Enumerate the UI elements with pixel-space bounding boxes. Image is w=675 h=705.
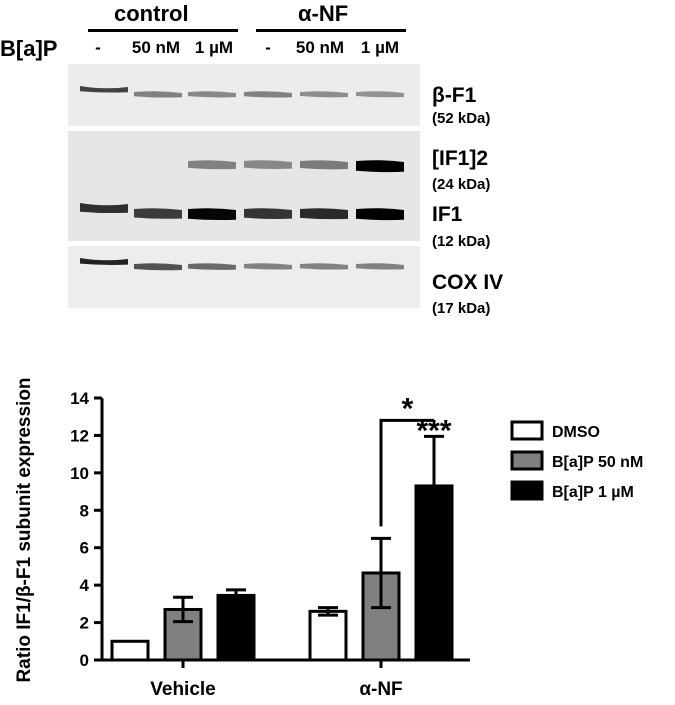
- beta-f1-band-lane-3: [188, 91, 236, 98]
- chart-legend: DMSO B[a]P 50 nM B[a]P 1 µM: [510, 420, 643, 501]
- blot-panel-if1: [68, 131, 420, 241]
- y-axis-label: Ratio IF1/β-F1 subunit expression: [14, 377, 35, 682]
- legend-swatch-0: [510, 420, 544, 441]
- beta-f1-band-lane-6: [356, 91, 404, 98]
- lane-label-5: 50 nM: [295, 38, 345, 57]
- lane-label-4: -: [265, 38, 271, 57]
- beta-f1-band-lane-4: [244, 91, 292, 98]
- beta-f1-band-lane-2: [134, 91, 182, 98]
- y-tick-label: 10: [70, 464, 89, 483]
- y-tick-label: 0: [80, 651, 89, 670]
- group-line-anf: [256, 29, 406, 32]
- beta-f1-band-lane-5: [300, 91, 348, 98]
- legend-swatch-1: [510, 450, 544, 471]
- band-label-if1-dimer: [IF1]2: [432, 147, 489, 170]
- if1-dimer-band-lane-5: [300, 160, 348, 170]
- y-tick-label: 6: [80, 539, 89, 558]
- legend-label-2: B[a]P 1 µM: [552, 484, 634, 501]
- x-tick-label-1: α-NF: [359, 679, 402, 700]
- band-label-if1: IF1: [432, 203, 463, 226]
- bar-chart: Ratio IF1/β-F1 subunit expression 0 2 4 6 8 1…: [14, 377, 643, 700]
- cox-iv-band-lane-5: [300, 263, 348, 270]
- lane-label-1: -: [95, 38, 101, 57]
- group-label-control: control: [114, 1, 189, 26]
- if1-dimer-band-lane-6: [356, 160, 404, 173]
- band-size-cox-iv: (17 kDa): [432, 300, 491, 317]
- significance-annotations: ****: [379, 392, 452, 527]
- bar-1-0: [163, 607, 203, 662]
- significance-star-comparison: *: [402, 392, 414, 425]
- y-tick-label: 14: [70, 389, 89, 408]
- if1-dimer-band-lane-4: [244, 160, 292, 170]
- group-label-anf: α-NF: [298, 1, 349, 26]
- y-axis: 0 2 4 6 8 10 12 14: [70, 389, 104, 670]
- beta-f1-band-lane-1: [80, 86, 128, 93]
- cox-iv-band-lane-4: [244, 263, 292, 270]
- legend-label-0: DMSO: [552, 424, 600, 441]
- if1-band-lane-5: [300, 208, 348, 220]
- cox-iv-band-lane-6: [356, 263, 404, 270]
- significance-bracket: [379, 418, 434, 527]
- if1-band-lane-4: [244, 208, 292, 219]
- if1-band-lane-2: [134, 208, 182, 219]
- significance-stars-1um: ***: [416, 414, 451, 447]
- x-tick-label-0: Vehicle: [150, 679, 216, 700]
- if1-band-lane-6: [356, 208, 404, 221]
- bar-2-0: [216, 593, 256, 662]
- cox-iv-band-lane-1: [80, 258, 128, 265]
- if1-band-lane-1: [80, 203, 128, 214]
- band-size-beta-f1: (52 kDa): [432, 110, 491, 127]
- x-axis: Vehicle α-NF: [102, 658, 470, 700]
- group-line-control: [88, 29, 238, 32]
- legend-swatch-2: [510, 480, 544, 501]
- band-label-cox-iv: COX IV: [432, 271, 504, 294]
- bar-0-1: [308, 609, 348, 662]
- y-tick-label: 2: [80, 614, 89, 633]
- lane-label-2: 50 nM: [131, 38, 181, 57]
- cox-iv-band-lane-3: [188, 263, 236, 270]
- y-tick-label: 12: [70, 426, 89, 445]
- row-label-bap: B[a]P: [0, 36, 58, 61]
- if1-dimer-band-lane-3: [188, 160, 236, 170]
- band-size-if1-dimer: (24 kDa): [432, 176, 491, 193]
- bar-0-0: [110, 639, 150, 662]
- if1-band-lane-3: [188, 208, 236, 221]
- band-label-beta-f1: β-F1: [432, 84, 477, 107]
- bar-series: [110, 434, 454, 662]
- lane-label-3: 1 µM: [194, 38, 234, 57]
- band-size-if1: (12 kDa): [432, 233, 491, 250]
- cox-iv-band-lane-2: [134, 263, 182, 271]
- lane-label-6: 1 µM: [360, 38, 400, 57]
- y-tick-label: 8: [80, 501, 89, 520]
- y-tick-label: 4: [80, 576, 90, 595]
- blot-panel-beta-f1: [68, 64, 420, 126]
- blot-panel-cox-iv: [68, 246, 420, 308]
- legend-label-1: B[a]P 50 nM: [552, 454, 643, 471]
